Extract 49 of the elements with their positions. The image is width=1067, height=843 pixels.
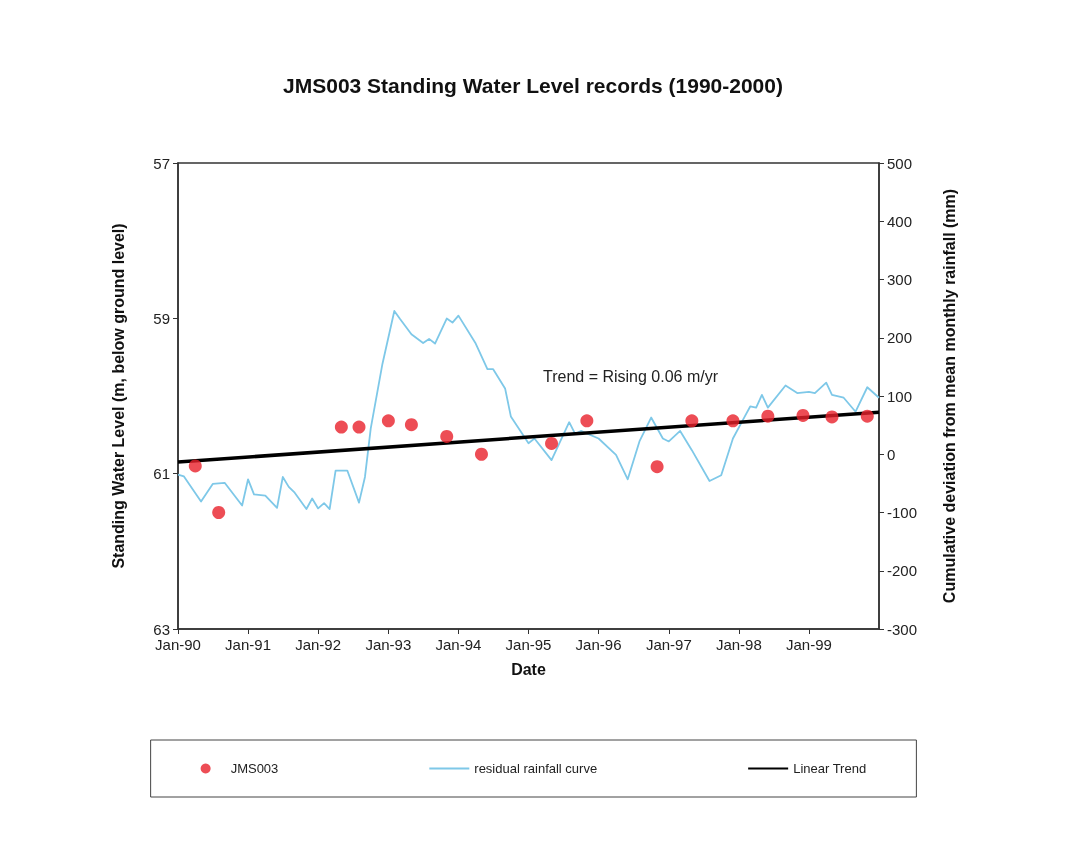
point [761, 409, 775, 423]
legend-label: Linear Trend [793, 761, 867, 776]
x-tick-label: Jan-96 [575, 636, 622, 653]
y2-tick-label: 400 [887, 212, 913, 230]
y-tick-label: 57 [153, 154, 170, 172]
y2-tick-label: 100 [887, 387, 913, 405]
chart-title: JMS003 Standing Water Level records (1990-2000) [283, 74, 783, 97]
legend-label: residual rainfall curve [474, 761, 598, 776]
x-tick-label: Jan-93 [365, 636, 412, 653]
point [440, 429, 454, 443]
line-series [177, 310, 880, 510]
y2-tick-label: 300 [887, 271, 913, 288]
y-tick-label: 61 [153, 465, 170, 483]
point [726, 414, 740, 428]
point [580, 414, 594, 428]
y2-tick-label: -300 [887, 620, 918, 638]
point [545, 436, 559, 450]
point [334, 420, 348, 434]
point [796, 408, 810, 422]
y2-tick-label: 200 [887, 329, 913, 347]
x-tick-label: Jan-94 [435, 636, 482, 653]
legend-label: JMS003 [230, 761, 279, 776]
point [188, 459, 202, 473]
x-tick-label: Jan-98 [715, 636, 762, 653]
y2-tick-label: 500 [887, 154, 913, 172]
x-tick-label: Jan-91 [225, 636, 271, 653]
x-tick-label: Jan-90 [155, 636, 201, 653]
y-axis-title: Standing Water Level (m, below ground level) [109, 223, 127, 569]
point [352, 420, 366, 434]
point [860, 409, 874, 423]
point [650, 460, 664, 474]
x-tick-label: Jan-97 [645, 636, 692, 653]
y2-tick-label: 0 [887, 445, 896, 463]
point [381, 414, 395, 428]
x-tick-label: Jan-95 [505, 636, 552, 653]
y-tick-label: 59 [153, 309, 170, 327]
x-tick-label: Jan-99 [786, 636, 832, 653]
y2-tick-label: -200 [887, 562, 918, 580]
y2-axis-title: Cumulative deviation from mean monthly rainfall (mm) [940, 188, 958, 604]
y2-tick-label: -100 [887, 504, 918, 521]
y-tick-label: 63 [153, 620, 170, 638]
annotation: Trend = Rising 0.06 m/yr [543, 367, 719, 385]
point [474, 447, 488, 461]
x-axis-title: Date [511, 660, 546, 678]
point [685, 414, 699, 428]
point [404, 418, 418, 432]
point [825, 410, 839, 424]
point [212, 506, 226, 519]
x-tick-label: Jan-92 [295, 636, 342, 653]
